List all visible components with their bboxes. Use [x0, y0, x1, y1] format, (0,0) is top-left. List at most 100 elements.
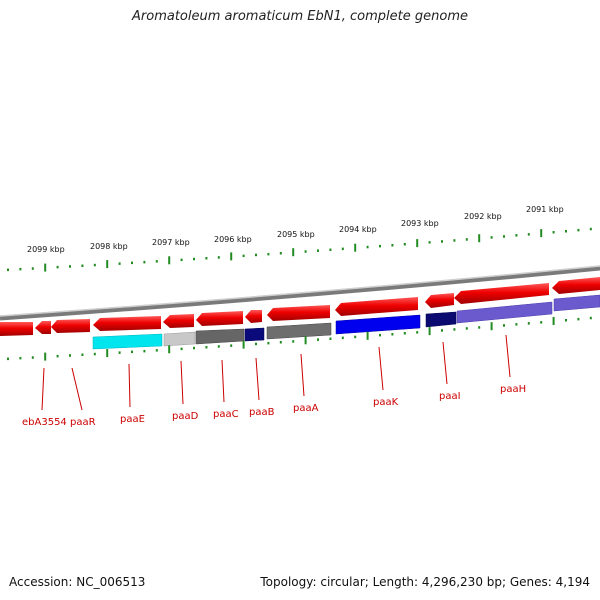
minor-tick [81, 353, 84, 356]
minor-tick [317, 338, 319, 341]
minor-tick [242, 254, 245, 258]
minor-tick [292, 340, 295, 343]
gene-block-paaC [195, 328, 245, 345]
minor-tick [180, 258, 183, 262]
minor-tick [69, 265, 71, 268]
major-tick [540, 229, 543, 238]
gene-arrow [93, 316, 161, 331]
minor-tick [131, 350, 133, 354]
gene-label: paaA [293, 403, 319, 414]
minor-tick [341, 336, 344, 340]
gene-labels: ebA3554 paaR paaE paaD paaC paaB paaA pa… [22, 384, 526, 428]
major-tick [168, 256, 171, 265]
gene-block-paaI [425, 311, 457, 328]
minor-tick [565, 319, 567, 322]
major-tick [230, 252, 233, 261]
gene-arrow [425, 293, 454, 308]
minor-tick [93, 263, 96, 267]
minor-tick [366, 245, 369, 249]
major-tick [292, 248, 295, 257]
major-tick [490, 322, 493, 331]
kbp-label: 2098 kbp [90, 242, 128, 251]
gene-track-outer [0, 277, 600, 336]
gene-arrow [552, 277, 600, 294]
kbp-label: 2095 kbp [277, 230, 315, 239]
minor-tick [279, 252, 282, 255]
gene-arrow [335, 297, 418, 316]
kbp-label: 2091 kbp [526, 205, 564, 214]
major-tick [478, 234, 481, 243]
gene-label: paaR [70, 417, 96, 428]
minor-tick [379, 244, 381, 248]
minor-tick [441, 240, 443, 243]
minor-tick [490, 236, 493, 239]
topology-text: Topology: circular; Length: 4,296,230 bp… [260, 575, 590, 589]
minor-tick [131, 261, 133, 265]
minor-tick [577, 228, 580, 232]
minor-tick [143, 349, 146, 353]
minor-tick [118, 351, 121, 354]
minor-tick [465, 238, 468, 241]
minor-tick [540, 321, 543, 324]
minor-tick [31, 356, 34, 359]
gene-block-paaA [266, 322, 332, 340]
gene-label: paaC [213, 409, 239, 420]
minor-tick [81, 264, 84, 267]
gene-block [553, 294, 600, 312]
minor-tick [589, 316, 592, 320]
gene-label: ebA3554 [22, 417, 67, 428]
minor-tick [379, 333, 381, 337]
minor-tick [304, 250, 307, 253]
ruler-labels: 2099 kbp 2098 kbp 2097 kbp 2096 kbp 2095… [27, 205, 564, 254]
minor-tick [193, 346, 195, 350]
gene-label: paaE [120, 414, 145, 425]
major-tick [44, 352, 47, 361]
minor-tick [205, 257, 208, 260]
minor-tick [403, 243, 406, 246]
minor-tick [354, 335, 357, 339]
minor-tick [56, 265, 59, 269]
gene-arrow [267, 305, 330, 321]
gene-track-inner [92, 294, 600, 350]
genome-backbone-highlight [0, 265, 600, 317]
gene-block-paaK [335, 314, 421, 335]
minor-tick [69, 354, 71, 357]
minor-tick [391, 244, 394, 247]
minor-tick [143, 260, 146, 264]
minor-tick [478, 326, 481, 329]
minor-tick [453, 328, 456, 331]
minor-tick [7, 268, 9, 272]
ruler-ticks-top [7, 227, 592, 272]
major-tick [106, 349, 109, 358]
minor-tick [19, 267, 22, 271]
minor-tick [317, 249, 319, 252]
kbp-label: 2093 kbp [401, 219, 439, 228]
minor-tick [465, 327, 468, 330]
minor-tick [118, 262, 121, 265]
gene-arrow [245, 310, 262, 323]
major-tick [366, 331, 369, 340]
minor-tick [180, 347, 183, 351]
kbp-label: 2096 kbp [214, 235, 252, 244]
major-tick [44, 263, 47, 272]
kbp-label: 2099 kbp [27, 245, 65, 254]
minor-tick [552, 231, 555, 234]
minor-tick [93, 352, 96, 356]
minor-tick [56, 354, 59, 358]
gene-label: paaI [439, 391, 461, 402]
minor-tick [527, 322, 530, 325]
minor-tick [31, 267, 34, 270]
minor-tick [329, 248, 332, 251]
minor-tick [341, 247, 344, 251]
major-tick [428, 327, 431, 336]
minor-tick [403, 332, 406, 335]
major-tick [168, 345, 171, 354]
major-tick [242, 340, 245, 349]
kbp-label: 2092 kbp [464, 212, 502, 221]
gene-arrow [51, 319, 90, 333]
gene-label: paaH [500, 384, 526, 395]
minor-tick [217, 256, 220, 259]
minor-tick [577, 317, 580, 321]
gene-arrow [454, 283, 549, 304]
